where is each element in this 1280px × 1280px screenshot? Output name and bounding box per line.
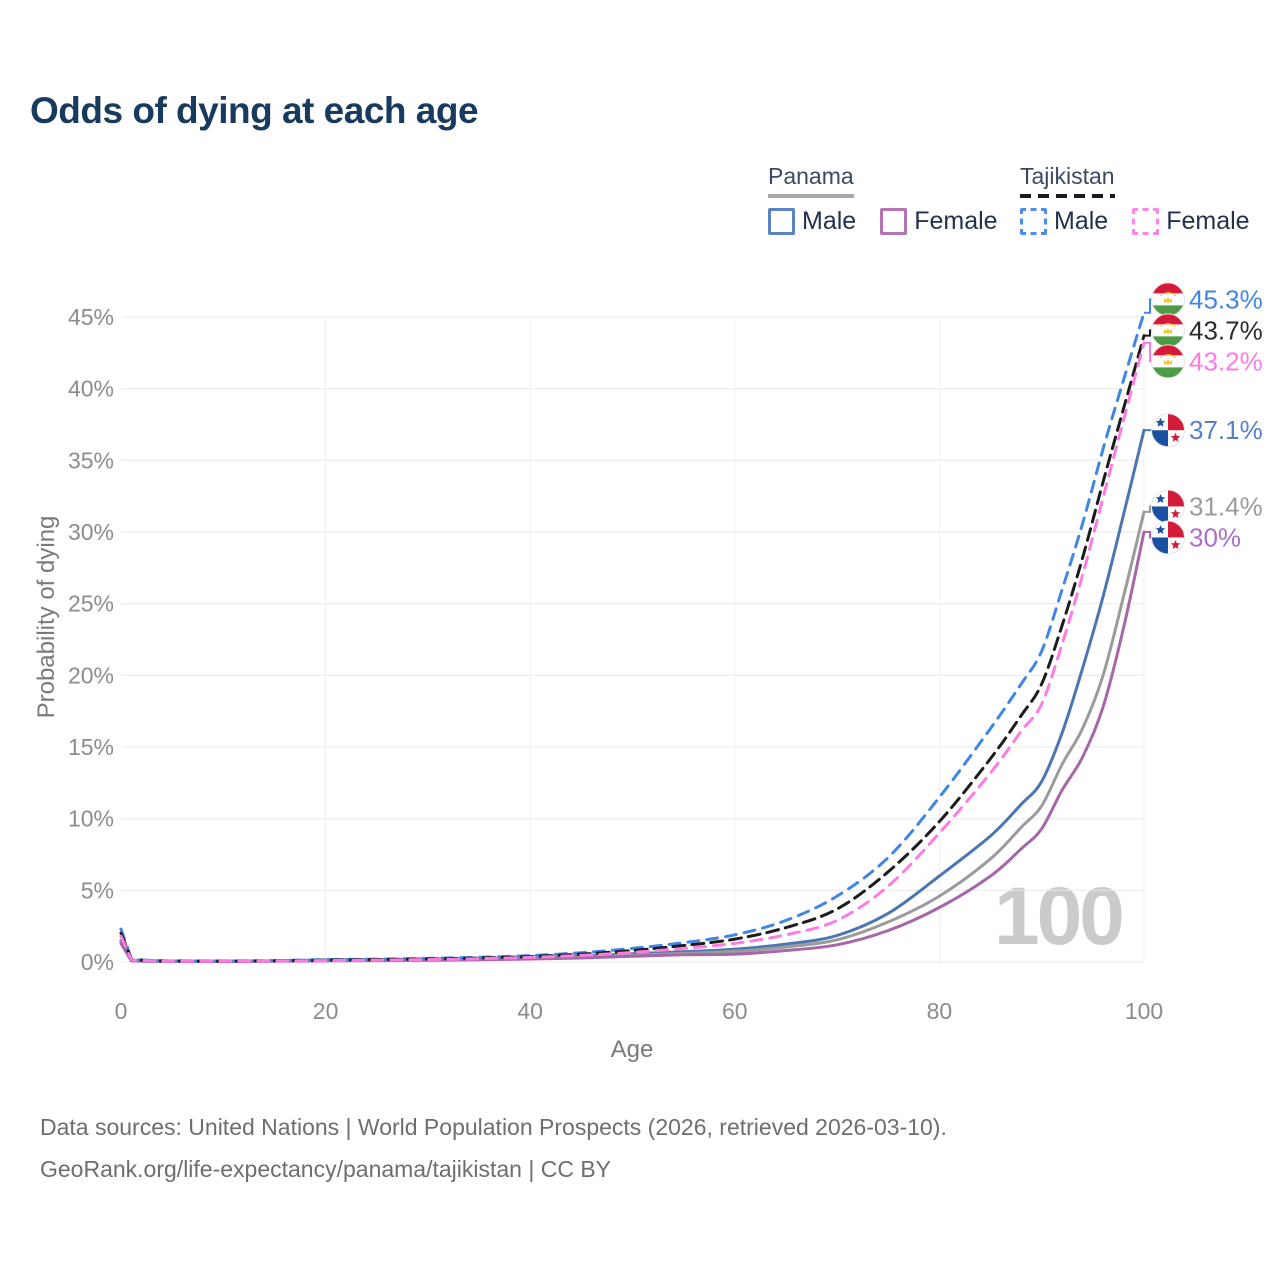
panama-flag-icon: [1151, 413, 1185, 448]
panama-flag-icon: [1151, 520, 1185, 555]
legend-item-panama-male[interactable]: Male: [768, 207, 856, 236]
legend-country-panama-label: Panama: [768, 163, 854, 189]
y-tick-label: 5%: [81, 877, 114, 903]
value-label-tajikistan-male: 45.3%: [1189, 284, 1263, 314]
legend-group-panama: Panama Male Female: [768, 163, 998, 236]
y-tick-label: 25%: [68, 591, 114, 617]
legend-label-panama-female: Female: [914, 207, 998, 235]
series-line-tajikistan-female[interactable]: [119, 341, 1146, 963]
panama-flag-icon: [1151, 489, 1185, 524]
y-tick-label: 30%: [68, 519, 114, 545]
tajikistan-flag-icon: [1151, 313, 1185, 348]
y-tick-label: 10%: [68, 806, 114, 832]
tajikistan-line-style-swatch: [1020, 194, 1115, 198]
legend-label-panama-male: Male: [802, 207, 857, 235]
footer-data-sources: Data sources: United Nations | World Pop…: [40, 1114, 947, 1140]
page-title: Odds of dying at each age: [30, 90, 479, 131]
legend-label-tajikistan-male: Male: [1054, 207, 1109, 235]
legend-country-tajikistan-label: Tajikistan: [1020, 163, 1115, 189]
y-tick-label: 20%: [68, 662, 114, 688]
legend-country-panama: Panama: [768, 163, 854, 198]
y-tick-label: 15%: [68, 734, 114, 760]
x-tick-label: 80: [927, 998, 953, 1024]
legend-item-panama-female[interactable]: Female: [880, 207, 998, 236]
y-tick-label: 40%: [68, 376, 114, 402]
series-line-panama-both[interactable]: [119, 510, 1146, 963]
y-tick-label: 0%: [81, 949, 114, 975]
footer: Data sources: United Nations | World Pop…: [40, 1106, 947, 1190]
series-line-tajikistan-both[interactable]: [119, 334, 1146, 963]
value-label-tajikistan-both: 43.7%: [1189, 315, 1263, 345]
tajikistan-male-checkbox-icon: [1020, 208, 1047, 235]
x-tick-label: 100: [1125, 998, 1163, 1024]
legend-row-panama: Male Female: [768, 207, 998, 236]
value-label-tajikistan-female: 43.2%: [1189, 346, 1263, 376]
panama-line-style-swatch: [768, 194, 854, 198]
x-axis-title: Age: [610, 1036, 654, 1063]
footer-attribution: GeoRank.org/life-expectancy/panama/tajik…: [40, 1156, 612, 1182]
panama-female-checkbox-icon: [880, 208, 908, 235]
x-tick-label: 40: [517, 998, 543, 1024]
series-line-tajikistan-male[interactable]: [119, 311, 1146, 963]
y-tick-label: 35%: [68, 447, 114, 473]
tajikistan-female-checkbox-icon: [1132, 208, 1160, 235]
tajikistan-flag-icon: [1151, 282, 1185, 317]
tajikistan-flag-icon: [1151, 344, 1185, 379]
value-label-panama-both: 31.4%: [1189, 492, 1263, 522]
panama-male-checkbox-icon: [768, 208, 795, 235]
x-tick-label: 60: [722, 998, 748, 1024]
x-tick-label: 0: [115, 998, 128, 1024]
legend-item-tajikistan-male[interactable]: Male: [1020, 207, 1108, 236]
x-tick-label: 20: [313, 998, 339, 1024]
legend-country-tajikistan: Tajikistan: [1020, 163, 1115, 198]
legend-label-tajikistan-female: Female: [1166, 207, 1250, 235]
age-watermark: 100: [994, 871, 1125, 962]
value-label-panama-female: 30%: [1189, 523, 1241, 553]
value-label-panama-male: 37.1%: [1189, 415, 1263, 445]
y-tick-label: 45%: [68, 304, 114, 330]
series-line-panama-male[interactable]: [119, 428, 1146, 963]
legend-item-tajikistan-female[interactable]: Female: [1132, 207, 1250, 236]
legend-row-tajikistan: Male Female: [1020, 207, 1250, 236]
legend-group-tajikistan: Tajikistan Male Female: [1020, 163, 1250, 236]
